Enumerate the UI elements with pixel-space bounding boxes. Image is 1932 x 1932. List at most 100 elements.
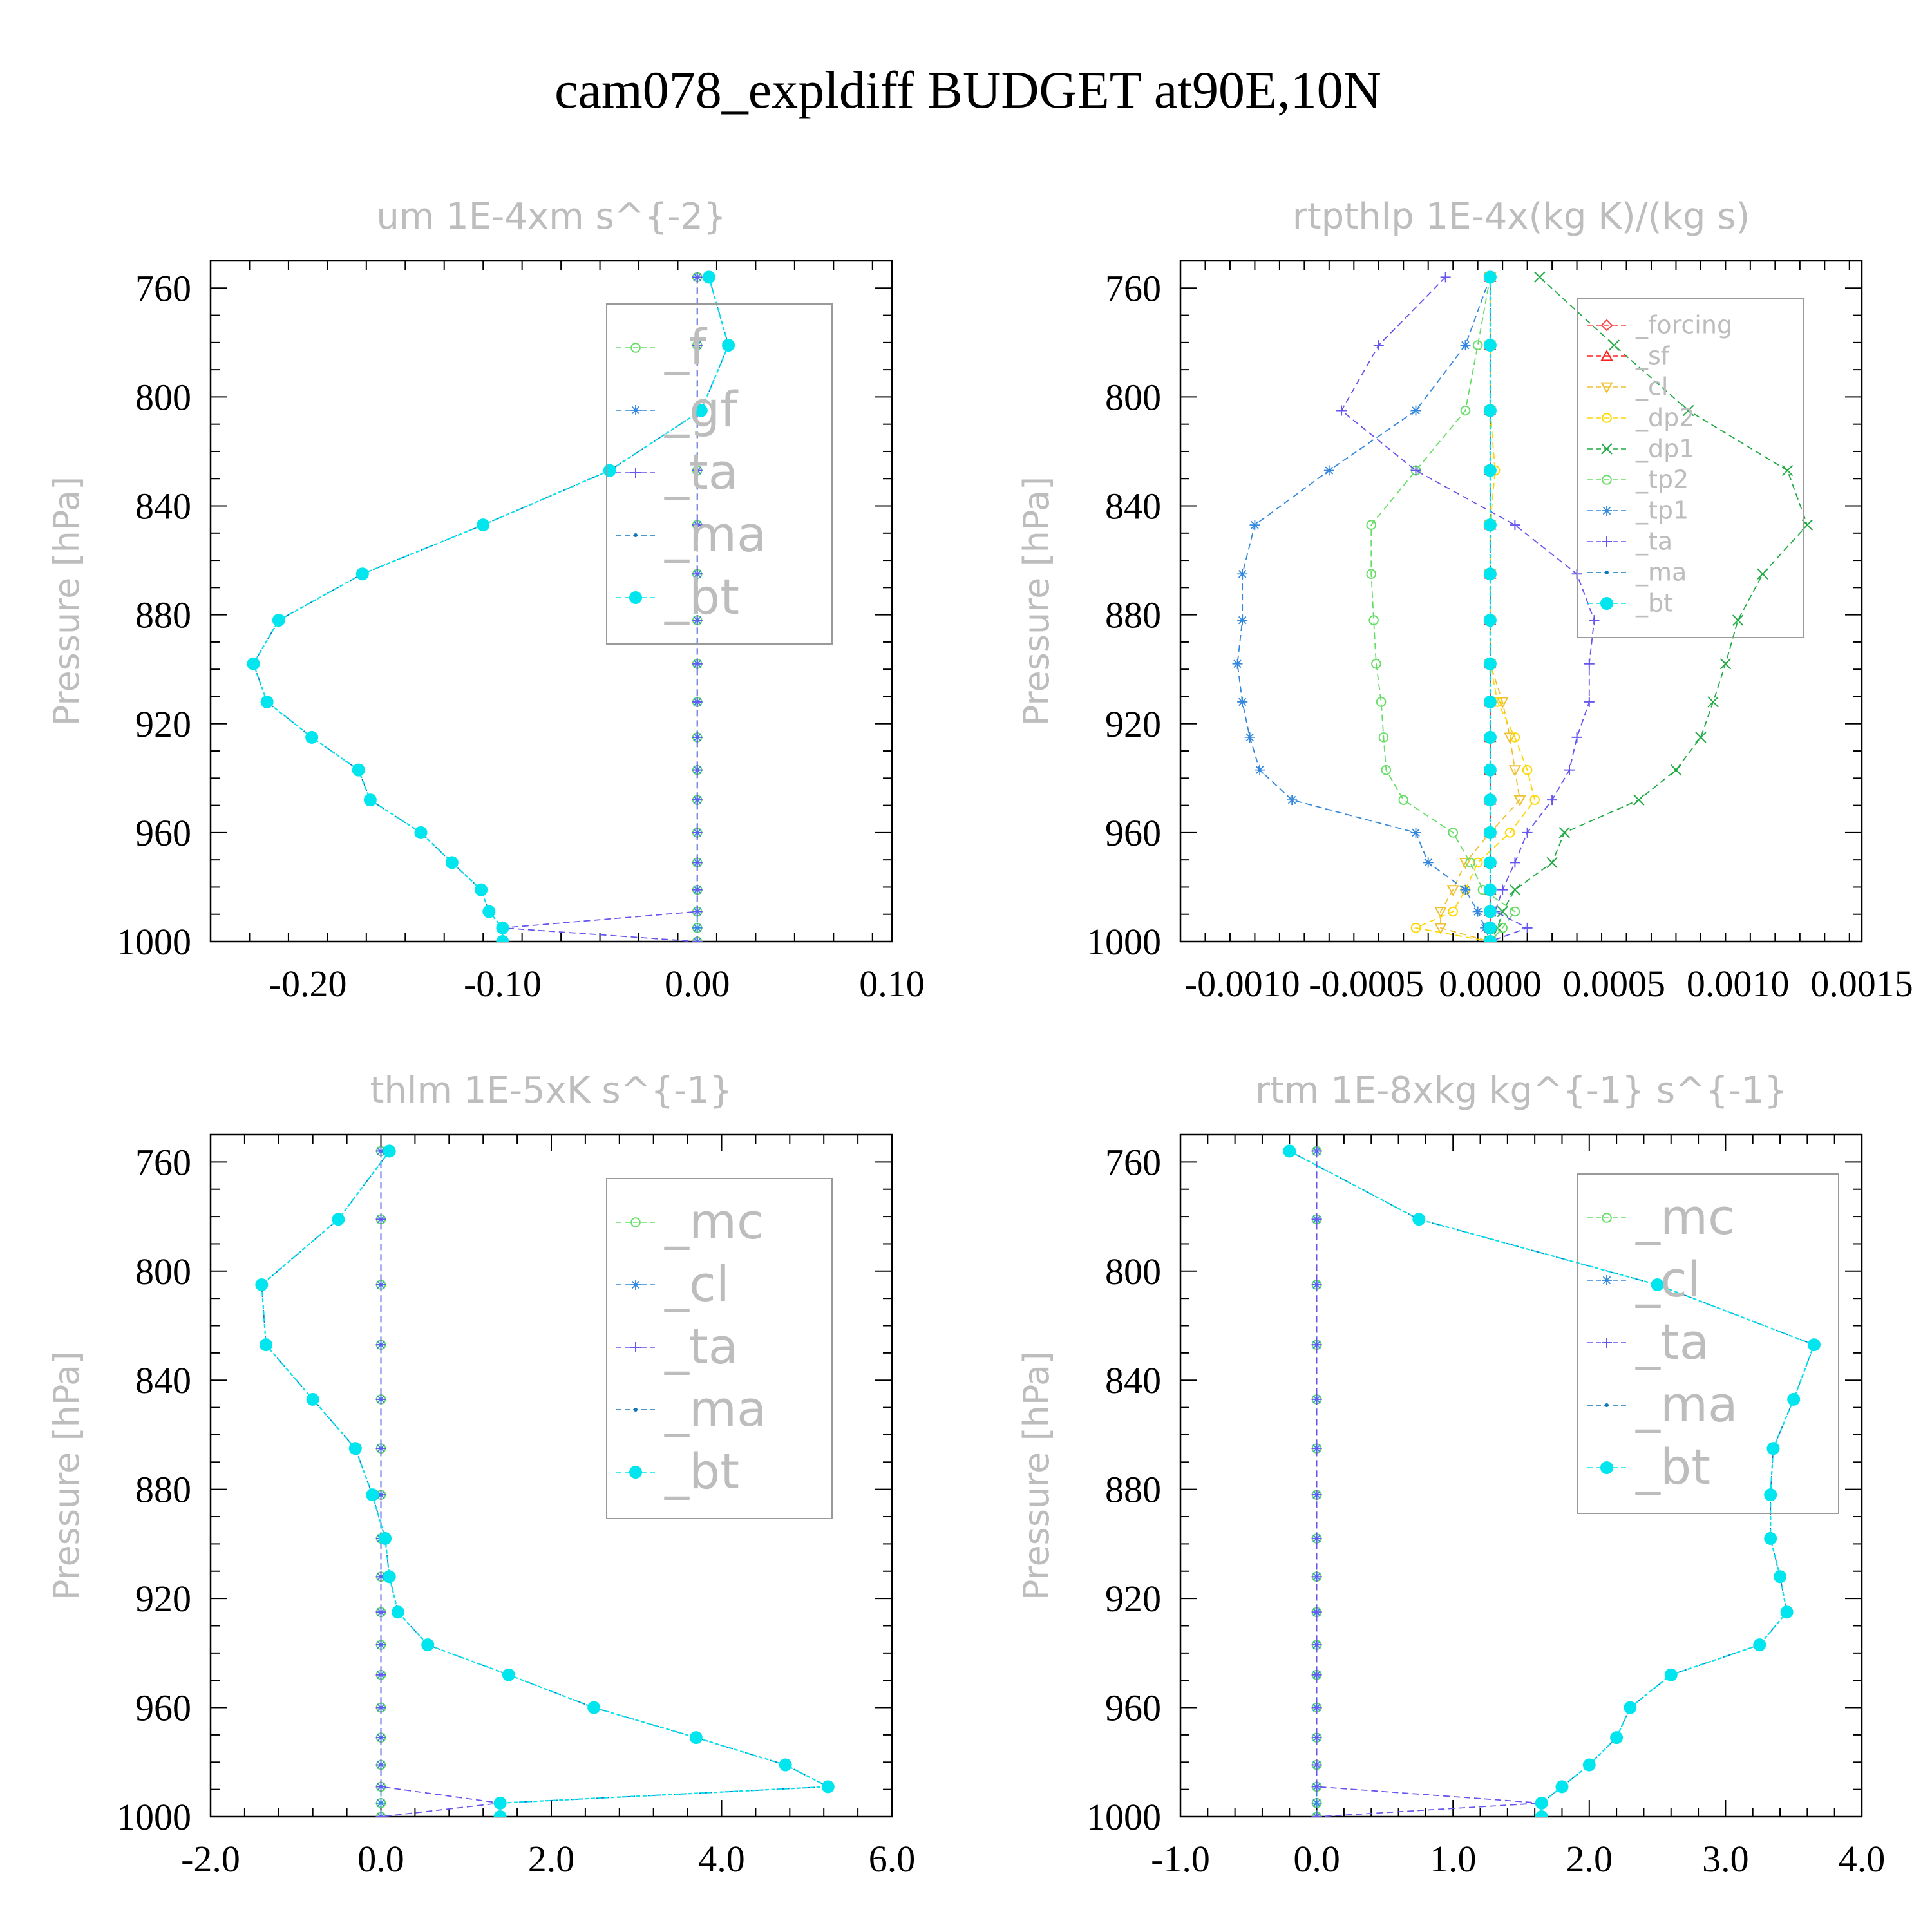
data-point [1510,732,1520,743]
y-tick-label: 960 [1105,1687,1161,1729]
legend-box [1577,1173,1839,1514]
data-point [375,1669,386,1680]
data-point [1787,1392,1801,1406]
legend-label: _bt [664,1443,739,1500]
data-point [1534,271,1546,283]
data-point [1522,922,1533,933]
data-point [1522,827,1533,838]
y-tick-label: 840 [1105,1359,1161,1401]
panel-title: rtm 1E-8xkg kg^{-1} s^{-1} [1255,1070,1787,1112]
data-point [445,856,459,869]
legend-label: _bt [664,568,739,625]
legend-label: _cl [1635,1251,1701,1308]
data-point [375,1759,386,1770]
data-point [1483,883,1497,896]
legend-marker [1600,1461,1613,1474]
series-group [1283,1144,1821,1817]
data-point [692,857,703,868]
y-tick-label: 840 [135,1359,191,1401]
data-point [1311,1533,1322,1544]
legend-label: _ma [664,506,767,563]
data-point [1757,568,1768,580]
legend-marker [1601,443,1613,455]
y-tick-label: 1000 [1086,921,1161,963]
data-point [1311,1640,1322,1651]
data-point [692,658,703,669]
data-point [421,1638,435,1652]
data-point [306,1392,319,1406]
data-point [1410,827,1421,838]
data-point [821,1780,835,1794]
data-point [1497,905,1508,918]
data-point [493,1810,507,1817]
data-point [692,569,703,580]
legend-label: _mc [664,1193,764,1250]
legend: _forcing _sf _cl _dp2 _dp1 _tp2 _tp1_ta_ma_bt [1577,298,1804,638]
data-point [375,1640,386,1651]
plot-frame [1179,1133,1863,1818]
data-point [375,1443,386,1454]
data-point [1571,569,1582,580]
legend-marker [1602,413,1612,423]
data-point [1283,1144,1296,1158]
data-point [1434,923,1447,934]
data-point [779,1758,792,1772]
y-tick-label: 760 [135,1141,191,1183]
data-point [1410,405,1421,416]
legend-marker [1600,349,1613,361]
legend-label: _dp2 [1635,404,1694,432]
series-line-cl [1440,277,1521,942]
legend-marker [630,1217,641,1227]
x-tick-label: -1.0 [1151,1838,1210,1880]
legend-label: _f [664,318,708,375]
legend-marker [629,591,642,604]
data-point [1311,1214,1322,1225]
legend-label: _cl [1635,373,1668,401]
data-point [692,732,703,743]
data-point [1287,795,1298,806]
x-tick-label: 4.0 [1839,1838,1886,1880]
data-point [1483,270,1497,284]
data-point [305,730,319,744]
y-tick-label: 880 [1105,594,1161,636]
data-point [355,567,369,581]
data-point [1535,1810,1548,1817]
data-point [692,922,703,933]
data-point [1237,696,1248,707]
legend-marker [634,1408,638,1412]
data-point [689,1731,703,1745]
x-tick-label: 0.0005 [1563,963,1666,1005]
data-point [1608,339,1620,351]
data-point [1584,658,1595,669]
data-point [348,1442,362,1455]
chart-panel-2: rtpthlp 1E-4x(kg K)/(kg s) Pressure [hPa]… [1016,196,1913,1005]
data-point [375,1607,386,1618]
x-tick-label: 2.0 [1566,1838,1613,1880]
data-point [502,1668,515,1681]
data-point [692,764,703,775]
data-point [1801,519,1814,531]
data-point [692,520,703,531]
data-point [375,1340,386,1350]
data-point [375,1732,386,1743]
data-point [1564,764,1575,775]
data-point [1311,1812,1322,1817]
data-point [260,695,274,708]
data-point [1460,405,1471,416]
y-tick-label: 800 [1105,1251,1161,1293]
y-axis-label: Pressure [hPa] [1016,1351,1057,1600]
data-point [1774,1570,1787,1584]
data-point [379,1531,392,1545]
data-point [1311,1443,1322,1454]
data-point [1232,658,1243,669]
legend-box [606,1178,833,1519]
data-point [1311,1571,1322,1582]
data-point [1366,569,1377,580]
series-line-tp2 [1370,277,1516,942]
x-tick-label: 0.0000 [1439,963,1542,1005]
data-point [391,1605,404,1619]
chart-panel-3: thlm 1E-5xK s^{-1} Pressure [hPa] 760 800 84… [46,1070,915,1880]
data-point [1497,923,1508,933]
data-point [375,1797,386,1808]
